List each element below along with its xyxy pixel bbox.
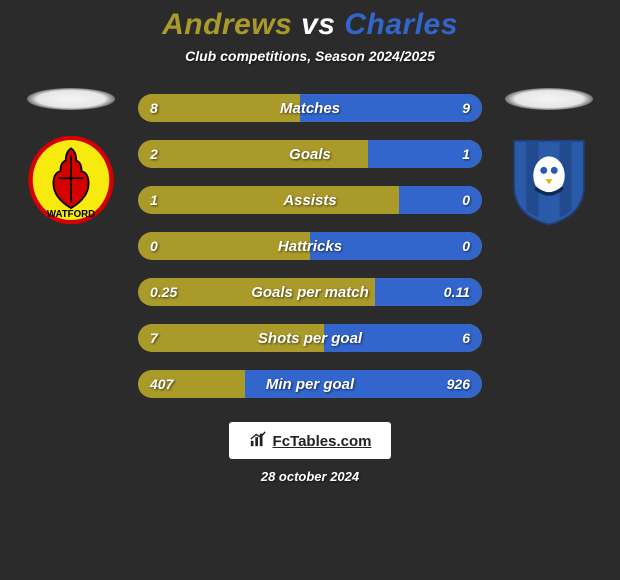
bar-fill-left bbox=[138, 324, 324, 352]
chart-icon bbox=[249, 430, 267, 452]
fctables-link[interactable]: FcTables.com bbox=[229, 422, 392, 459]
bar-fill-left bbox=[138, 186, 399, 214]
ellipse-decoration-right bbox=[505, 88, 593, 110]
stat-bar: Matches89 bbox=[138, 94, 482, 122]
bar-fill-right bbox=[399, 186, 482, 214]
crest-left: WATFORD bbox=[27, 136, 115, 224]
watford-crest-icon: WATFORD bbox=[27, 136, 115, 224]
bar-fill-right bbox=[375, 278, 482, 306]
ellipse-decoration-left bbox=[27, 88, 115, 110]
bar-fill-left bbox=[138, 140, 368, 168]
page-title: Andrews vs Charles bbox=[162, 8, 458, 42]
bar-fill-right bbox=[368, 140, 482, 168]
date-label: 28 october 2024 bbox=[261, 469, 359, 484]
stat-bar: Assists10 bbox=[138, 186, 482, 214]
stat-bar: Shots per goal76 bbox=[138, 324, 482, 352]
bar-fill-right bbox=[245, 370, 482, 398]
title-vs: vs bbox=[301, 8, 335, 41]
swfc-crest-icon bbox=[505, 132, 593, 228]
crest-left-label: WATFORD bbox=[47, 209, 95, 220]
bar-fill-left bbox=[138, 94, 300, 122]
stat-bar: Min per goal407926 bbox=[138, 370, 482, 398]
bar-fill-left bbox=[138, 232, 310, 260]
subtitle: Club competitions, Season 2024/2025 bbox=[185, 48, 435, 64]
bar-fill-right bbox=[300, 94, 482, 122]
fctables-label: FcTables.com bbox=[273, 433, 372, 450]
left-crest-column: WATFORD bbox=[16, 88, 126, 224]
stat-bar: Goals per match0.250.11 bbox=[138, 278, 482, 306]
right-crest-column bbox=[494, 88, 604, 224]
bar-fill-right bbox=[324, 324, 482, 352]
bar-fill-right bbox=[310, 232, 482, 260]
crest-right bbox=[505, 136, 593, 224]
stat-bar: Hattricks00 bbox=[138, 232, 482, 260]
bar-fill-left bbox=[138, 278, 375, 306]
stats-bars: Matches89 Goals21 Assists10 Hattricks00 Goal… bbox=[138, 94, 482, 398]
title-player-right: Charles bbox=[344, 8, 458, 41]
bar-fill-left bbox=[138, 370, 245, 398]
title-player-left: Andrews bbox=[162, 8, 292, 41]
stat-bar: Goals21 bbox=[138, 140, 482, 168]
